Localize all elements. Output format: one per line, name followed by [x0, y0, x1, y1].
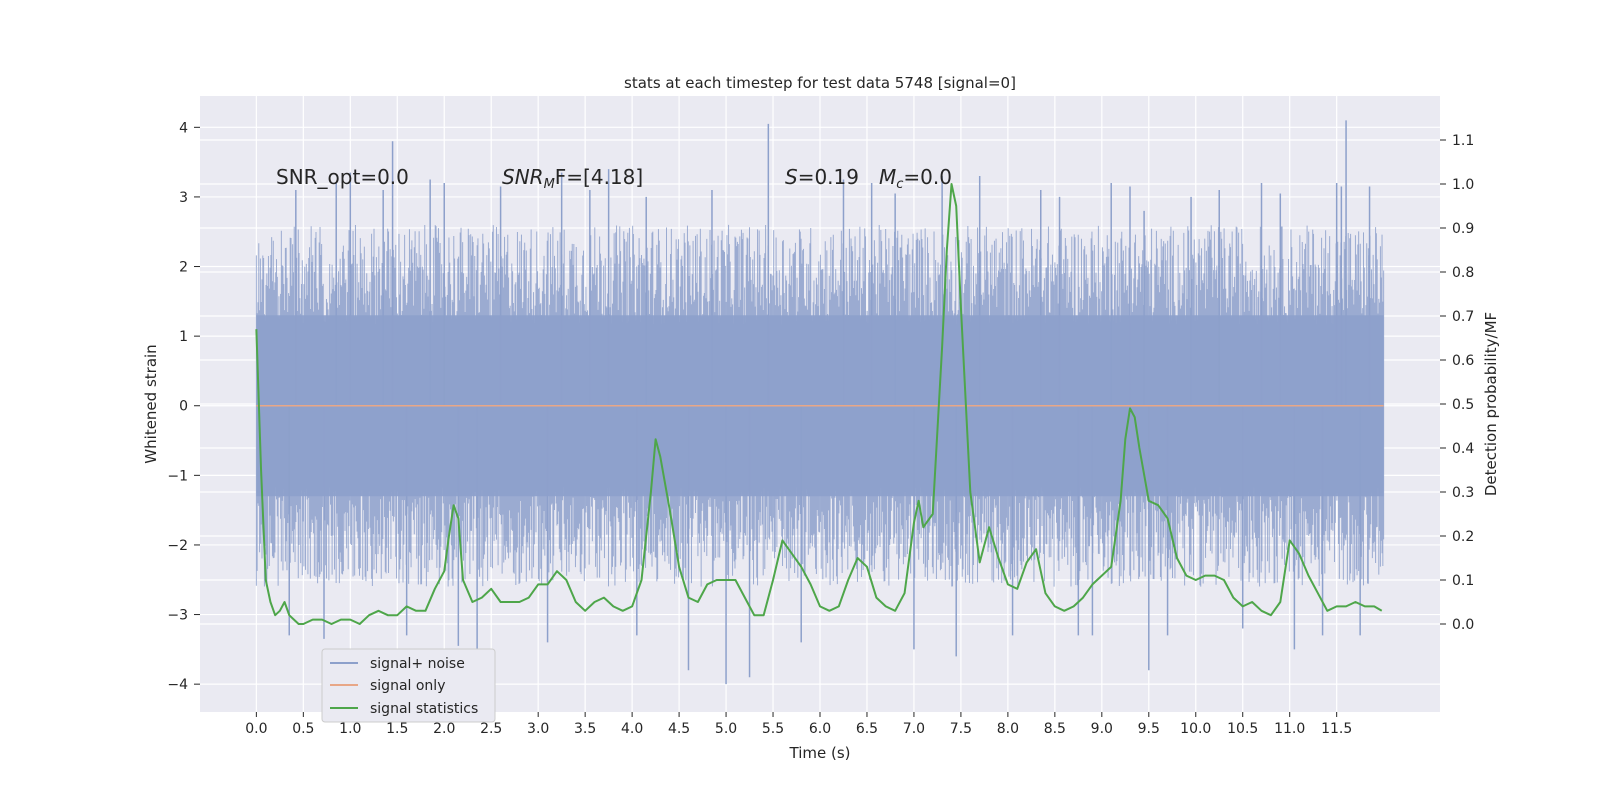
x-tick-label: 4.0	[621, 721, 643, 737]
x-tick-label: 7.5	[950, 721, 972, 737]
annotation-mc: Mc=0.0	[879, 165, 952, 192]
y2-tick-label: 0.7	[1452, 309, 1474, 325]
legend: signal+ noise signal only signal statist…	[321, 648, 496, 723]
x-axis-label: Time (s)	[789, 744, 851, 762]
annotation-snr-mf-prefix: SNR	[502, 165, 544, 189]
annotations: SNR_opt=0.0 SNRMF=[4.18] S=0.19 Mc=0.0	[276, 165, 952, 192]
x-tick-label: 9.0	[1091, 721, 1113, 737]
annotation-snr-mf-rest: F=[4.18]	[555, 165, 643, 189]
y-tick-label: 4	[179, 120, 188, 136]
annotation-s-prefix: S	[785, 165, 798, 189]
annotation-mc-sub: c	[896, 177, 903, 192]
chart-title: stats at each timestep for test data 574…	[624, 74, 1016, 92]
x-tick-label: 0.0	[245, 721, 267, 737]
y2-tick-label: 1.1	[1452, 133, 1474, 149]
y2-tick-label: 1.0	[1452, 177, 1474, 193]
x-tick-label: 2.0	[433, 721, 455, 737]
annotation-snr-mf-sub: M	[544, 177, 555, 192]
annotation-snr-mf: SNRMF=[4.18]	[502, 165, 643, 192]
y2-tick-label: 0.3	[1452, 485, 1474, 501]
y-axis-label: Whitened strain	[142, 344, 160, 463]
legend-label-signal-only: signal only	[370, 678, 445, 694]
y-tick-label: −4	[167, 677, 188, 693]
legend-label-signal-statistics: signal statistics	[370, 701, 478, 717]
y-tick-label: −1	[167, 468, 188, 484]
x-tick-label: 1.0	[339, 721, 361, 737]
signal-statistics-line	[255, 183, 1383, 625]
y-tick-label: 2	[179, 260, 188, 276]
x-tick-label: 4.5	[668, 721, 690, 737]
y2-tick-label: 0.0	[1452, 617, 1474, 633]
x-tick-label: 8.5	[1044, 721, 1066, 737]
y-tick-label: 3	[179, 190, 188, 206]
x-tick-label: 10.5	[1227, 721, 1258, 737]
series-signal-statistics	[255, 183, 1383, 625]
y2-tick-label: 0.8	[1452, 265, 1474, 281]
y2-axis-label: Detection probability/MF	[1482, 312, 1500, 496]
x-tick-label: 7.0	[903, 721, 925, 737]
y2-axis-ticks: 0.0 0.1 0.2 0.3 0.4 0.5 0.6 0.7 0.8 0.9 1.0 1.1	[1440, 133, 1474, 633]
x-tick-label: 11.0	[1274, 721, 1305, 737]
y-tick-label: 0	[179, 399, 188, 415]
annotation-s-value: =0.19	[798, 165, 859, 189]
y2-tick-label: 0.4	[1452, 441, 1474, 457]
x-tick-label: 8.0	[997, 721, 1019, 737]
x-tick-label: 6.5	[856, 721, 878, 737]
y2-tick-label: 0.5	[1452, 397, 1474, 413]
legend-label-signal-noise: signal+ noise	[370, 656, 465, 672]
x-tick-label: 5.5	[762, 721, 784, 737]
x-tick-label: 9.5	[1138, 721, 1160, 737]
x-tick-label: 0.5	[292, 721, 314, 737]
x-tick-label: 6.0	[809, 721, 831, 737]
x-tick-label: 2.5	[480, 721, 502, 737]
annotation-s: S=0.19	[785, 165, 859, 189]
annotation-mc-prefix: M	[879, 165, 896, 189]
y2-tick-label: 0.9	[1452, 221, 1474, 237]
legend-box	[321, 648, 496, 723]
y2-tick-label: 0.2	[1452, 529, 1474, 545]
y2-tick-label: 0.1	[1452, 573, 1474, 589]
x-tick-label: 3.5	[574, 721, 596, 737]
x-tick-label: 1.5	[386, 721, 408, 737]
y-tick-label: −2	[167, 538, 188, 554]
x-tick-label: 11.5	[1321, 721, 1352, 737]
y-axis-ticks: −4 −3 −2 −1 0 1 2 3 4	[167, 120, 200, 693]
y-tick-label: 1	[179, 329, 188, 345]
x-axis-ticks: 0.0 0.5 1.0 1.5 2.0 2.5 3.0 3.5 4.0 4.5 5.0 5.5 6.0 6…	[245, 712, 1352, 737]
x-tick-label: 5.0	[715, 721, 737, 737]
annotation-snr-opt: SNR_opt=0.0	[276, 165, 409, 189]
x-tick-label: 10.0	[1180, 721, 1211, 737]
x-tick-label: 3.0	[527, 721, 549, 737]
y-tick-label: −3	[167, 608, 188, 624]
y2-tick-label: 0.6	[1452, 353, 1474, 369]
annotation-mc-value: =0.0	[903, 165, 952, 189]
